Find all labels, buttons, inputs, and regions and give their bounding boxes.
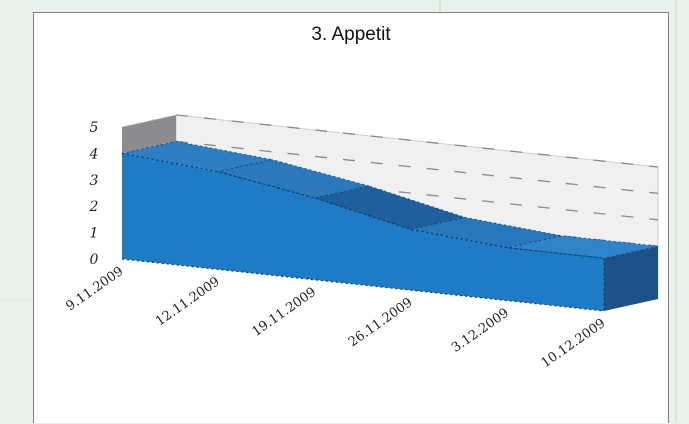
y-tick-label: 1: [90, 226, 99, 242]
y-tick-label: 5: [90, 120, 99, 136]
chart-area: 3. Appetit 0 1 2 3 4 5 9.11.2009 12.11.2009 19.1…: [33, 12, 669, 423]
gridline: [175, 167, 659, 221]
x-tick-label: 10.12.2009: [539, 316, 609, 371]
gridline: [175, 140, 659, 195]
gridline: [121, 114, 177, 128]
x-tick-label: 3.12.2009: [449, 306, 512, 356]
area-baseline: [121, 258, 605, 312]
y-tick-label: 4: [89, 146, 99, 162]
area-top-segment: [507, 235, 659, 259]
y-tick-label: 2: [89, 199, 99, 215]
y-tick-label: 3: [90, 173, 99, 189]
area-front-edge: [121, 152, 605, 259]
y-tick-label: 0: [90, 252, 99, 268]
gridline: [175, 114, 659, 168]
area-top-segment: [411, 216, 562, 249]
x-tick-label: 26.11.2009: [346, 295, 416, 350]
chart-title: 3. Appetit: [311, 24, 391, 45]
chart-plot: 0 1 2 3 4 5 9.11.2009 12.11.2009 19.11.2009 26.11…: [63, 114, 659, 371]
x-tick-label: 19.11.2009: [250, 285, 320, 340]
area-side: [604, 246, 658, 311]
x-tick-label: 12.11.2009: [153, 274, 223, 329]
x-tick-label: 9.11.2009: [63, 264, 126, 314]
gridline: [175, 193, 659, 247]
